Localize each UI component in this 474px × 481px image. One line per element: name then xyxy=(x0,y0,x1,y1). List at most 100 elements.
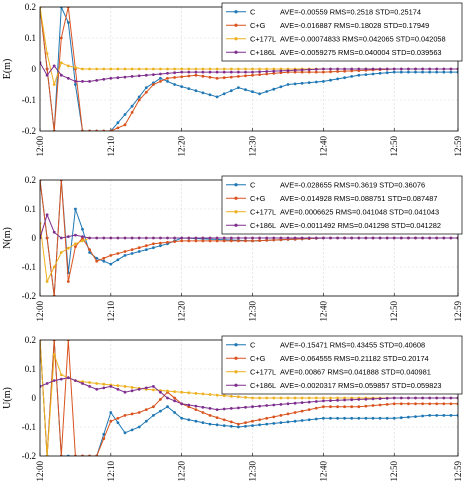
data-point xyxy=(258,404,261,408)
data-point xyxy=(123,250,127,253)
data-point xyxy=(137,98,141,102)
data-point xyxy=(300,396,304,400)
data-point xyxy=(364,73,368,76)
data-point xyxy=(300,81,304,85)
data-point xyxy=(265,404,269,407)
data-point xyxy=(74,379,77,382)
data-point xyxy=(385,403,389,406)
data-point xyxy=(187,87,191,90)
data-point xyxy=(159,244,162,248)
legend-box xyxy=(221,2,463,62)
legend-series-name: C+G xyxy=(250,194,266,203)
data-point xyxy=(137,67,141,71)
data-point xyxy=(173,67,177,71)
data-point xyxy=(329,399,332,402)
data-point xyxy=(116,387,120,391)
legend-marker xyxy=(234,183,238,187)
data-point xyxy=(237,70,240,74)
data-point xyxy=(130,252,134,255)
data-point xyxy=(88,381,91,384)
data-point xyxy=(300,409,304,413)
legend-marker xyxy=(234,383,238,387)
data-point xyxy=(300,401,304,404)
data-point xyxy=(237,406,240,410)
data-point xyxy=(116,421,120,424)
data-point xyxy=(414,67,417,71)
y-tick-label: 0.2 xyxy=(25,2,36,12)
data-point xyxy=(152,83,155,86)
data-point xyxy=(265,70,269,73)
data-point xyxy=(81,382,84,385)
data-point xyxy=(251,67,254,71)
data-point xyxy=(74,242,77,246)
data-point xyxy=(314,400,318,403)
data-point xyxy=(144,73,148,77)
data-point xyxy=(159,390,162,394)
data-point xyxy=(166,240,169,244)
data-point xyxy=(229,236,233,240)
data-point xyxy=(215,70,219,74)
data-point xyxy=(215,95,219,99)
data-point xyxy=(428,402,432,406)
data-point xyxy=(229,424,233,428)
data-point xyxy=(88,236,91,240)
data-point xyxy=(237,86,240,89)
data-point xyxy=(449,67,453,71)
data-point xyxy=(449,414,453,417)
data-point xyxy=(208,239,212,243)
data-point xyxy=(435,70,439,74)
data-point xyxy=(272,67,276,71)
x-tick-label: 12:00 xyxy=(35,301,45,322)
data-point xyxy=(45,280,49,283)
data-point xyxy=(180,67,184,71)
data-point xyxy=(407,70,410,74)
data-point xyxy=(159,76,162,80)
data-point xyxy=(399,416,403,420)
data-point xyxy=(293,68,297,72)
data-point xyxy=(166,389,169,393)
data-point xyxy=(59,73,63,77)
data-point xyxy=(52,353,56,356)
data-point xyxy=(251,424,254,427)
data-point xyxy=(222,407,226,411)
data-point xyxy=(166,71,169,75)
data-point xyxy=(343,398,346,402)
x-tick-label: 12:10 xyxy=(106,461,116,481)
legend-marker xyxy=(234,343,238,347)
data-point xyxy=(201,67,205,71)
data-point xyxy=(314,80,318,84)
x-tick-label: 12:50 xyxy=(389,301,399,322)
legend-stats: AVE=0.0006625 RMS=0.041048 STD=0.041043 xyxy=(280,207,439,216)
x-tick-label: 12:00 xyxy=(35,461,45,481)
legend-marker xyxy=(234,223,238,227)
x-tick-label: 12:50 xyxy=(389,136,399,157)
data-point xyxy=(307,81,311,84)
data-point xyxy=(428,236,432,240)
data-point xyxy=(428,70,432,74)
data-point xyxy=(357,73,361,77)
data-point xyxy=(144,408,148,411)
data-point xyxy=(137,411,141,414)
data-point xyxy=(180,402,184,406)
data-point xyxy=(123,385,127,388)
data-point xyxy=(102,256,106,260)
data-point xyxy=(144,419,148,423)
data-point xyxy=(59,251,63,254)
data-point xyxy=(137,246,141,250)
data-point xyxy=(343,405,346,409)
data-point xyxy=(265,236,269,240)
data-point xyxy=(300,68,304,72)
data-point xyxy=(279,403,283,406)
data-point xyxy=(293,82,297,86)
data-point xyxy=(222,70,226,74)
data-point xyxy=(229,70,233,74)
data-point xyxy=(152,242,155,246)
data-point xyxy=(159,67,162,71)
legend-series-name: C xyxy=(250,180,256,189)
data-point xyxy=(116,76,120,80)
data-point xyxy=(201,91,205,95)
data-point xyxy=(244,88,247,92)
legend-stats: AVE=0.00867 RMS=0.041888 STD=0.040981 xyxy=(280,367,431,376)
y-tick-label: -0.2 xyxy=(22,126,36,136)
data-point xyxy=(329,70,332,74)
